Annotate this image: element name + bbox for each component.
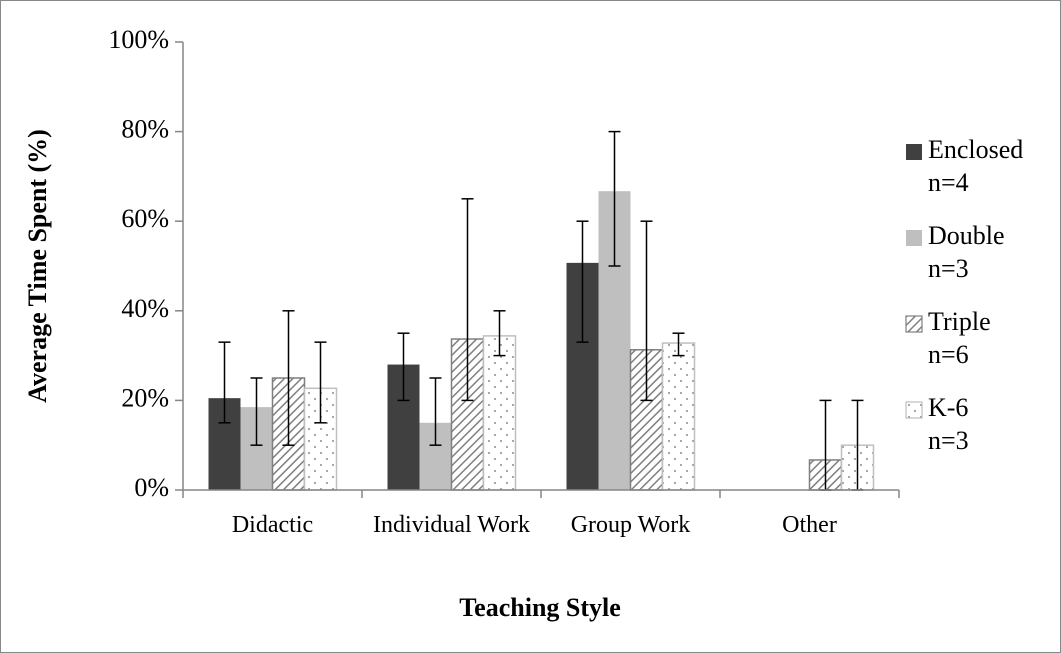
error-bar: [282, 310, 295, 446]
legend-label-box: Double n=3: [928, 221, 1005, 283]
legend-marker: [905, 315, 923, 333]
x-tick-label: Individual Work: [373, 512, 530, 538]
legend-label: Double n=3: [928, 221, 1005, 283]
error-bar: [429, 377, 442, 446]
legend-label-box: Enclosed n=4: [928, 135, 1024, 197]
error-bar: [672, 332, 685, 357]
y-axis-label: Average Time Spent (%): [23, 129, 52, 403]
y-tick-label: 100%: [108, 25, 169, 54]
legend-label: Triple n=6: [928, 307, 991, 369]
error-bar: [576, 220, 589, 343]
x-tick-label-box: Didactic: [231, 512, 314, 538]
x-tick-label: Didactic: [231, 512, 314, 538]
x-tick-label: Other: [782, 512, 837, 538]
x-axis-label: Teaching Style: [459, 593, 621, 622]
error-bar: [640, 220, 653, 402]
error-bar: [461, 198, 474, 402]
x-tick-label: Group Work: [570, 512, 691, 538]
error-bar: [218, 341, 231, 424]
legend-label: K-6 n=3: [928, 393, 969, 455]
legend-marker: [906, 144, 922, 160]
legend-label-box: K-6 n=3: [928, 393, 969, 455]
bar: [661, 342, 696, 491]
error-bar: [608, 130, 621, 267]
y-tick-label: 0%: [134, 473, 169, 502]
error-bar: [493, 310, 506, 357]
y-tick-label: 20%: [121, 383, 169, 412]
legend-label: Enclosed n=4: [928, 135, 1024, 197]
y-tick-label: 40%: [121, 294, 169, 323]
error-bar: [250, 377, 263, 446]
legend-label-box: Triple n=6: [928, 307, 991, 369]
y-tick-label: 80%: [121, 115, 169, 144]
x-tick-label-box: Group Work: [570, 512, 691, 538]
error-bar: [397, 332, 410, 402]
y-tick-label: 60%: [121, 204, 169, 233]
x-tick-label-box: Individual Work: [373, 512, 530, 538]
legend-marker: [905, 401, 923, 419]
bar: [482, 335, 517, 491]
error-bar: [314, 341, 327, 424]
legend-marker: [906, 230, 922, 246]
x-tick-label-box: Other: [782, 512, 837, 538]
